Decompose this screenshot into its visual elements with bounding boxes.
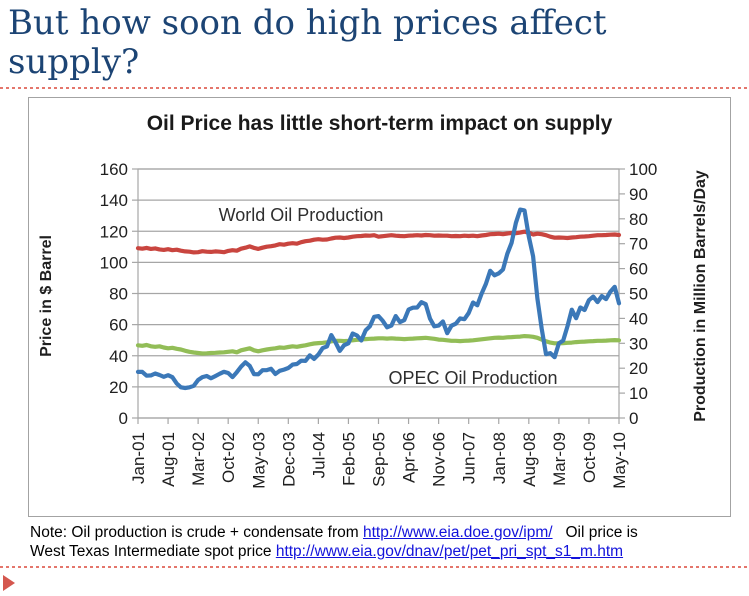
- x-tick-label: Apr-06: [400, 432, 419, 483]
- y-tick-label-left: 0: [119, 409, 128, 428]
- y-tick-label-left: 120: [100, 222, 128, 241]
- x-tick-label: Jul-04: [309, 432, 328, 478]
- y-tick-label-left: 80: [109, 285, 128, 304]
- x-tick-label: Feb-05: [339, 432, 358, 486]
- x-tick-label: Mar-09: [550, 432, 569, 486]
- x-tick-label: May-03: [249, 432, 268, 489]
- opec-oil-production-line: [135, 334, 622, 356]
- x-tick-label: Jan-08: [490, 432, 509, 484]
- x-tick-label: May-10: [610, 432, 629, 489]
- x-tick-label: Mar-02: [189, 432, 208, 486]
- x-tick-label: Oct-02: [219, 432, 238, 483]
- x-tick-label: Aug-01: [159, 432, 178, 487]
- y-tick-label-right: 0: [629, 409, 638, 428]
- x-tick-label: Jun-07: [460, 432, 479, 484]
- series-annotation: World Oil Production: [219, 205, 384, 225]
- y-tick-label-left: 160: [100, 160, 128, 179]
- y-tick-label-right: 100: [629, 160, 657, 179]
- y-tick-label-right: 60: [629, 260, 648, 279]
- y-tick-label-right: 90: [629, 185, 648, 204]
- x-tick-label: Oct-09: [580, 432, 599, 483]
- source-link-eia-spot[interactable]: http://www.eia.gov/dnav/pet/pet_pri_spt_…: [275, 543, 624, 560]
- oil-price-line: [135, 207, 622, 391]
- divider-top: [0, 87, 749, 89]
- y-tick-label-right: 10: [629, 384, 648, 403]
- x-tick-label: Jan-01: [129, 432, 148, 484]
- source-note: Note: Oil production is crude + condensa…: [30, 523, 736, 561]
- slide-advance-arrow-icon: [3, 575, 15, 591]
- note-text-1: Note: Oil production is crude + condensa…: [30, 524, 363, 541]
- y-tick-label-right: 30: [629, 334, 648, 353]
- x-tick-label: Sep-05: [370, 432, 389, 487]
- note-text-2: Oil price is: [552, 524, 638, 541]
- y-axis-title-right: Production in Million Barrels/Day: [692, 170, 709, 422]
- y-tick-label-left: 60: [109, 316, 128, 335]
- x-tick-label: Aug-08: [520, 432, 539, 487]
- y-tick-label-right: 70: [629, 235, 648, 254]
- x-axis: Jan-01 Aug-01 Mar-02 Oct-02 May-03 Dec-03 Jul-…: [129, 418, 629, 489]
- y-tick-label-right: 50: [629, 285, 648, 304]
- y-tick-label-right: 40: [629, 309, 648, 328]
- note-text-3: West Texas Intermediate spot price: [30, 543, 276, 560]
- y-axis-left: 160 140 120 100 80 60 40 20 0: [100, 160, 138, 428]
- chart-title: Oil Price has little short-term impact o…: [146, 112, 613, 135]
- page-title: But how soon do high prices affect suppl…: [8, 3, 607, 82]
- y-tick-label-right: 20: [629, 359, 648, 378]
- x-tick-label: Nov-06: [430, 432, 449, 487]
- series-annotation: OPEC Oil Production: [388, 368, 557, 388]
- chart-plot: 1601401201008060402001009080706050403020…: [38, 160, 709, 489]
- source-link-eia-ipm[interactable]: http://www.eia.doe.gov/ipm/: [363, 524, 553, 541]
- x-tick-label: Dec-03: [279, 432, 298, 487]
- chart-frame: Oil Price has little short-term impact o…: [28, 97, 731, 517]
- y-tick-label-left: 20: [109, 378, 128, 397]
- y-tick-label-left: 40: [109, 347, 128, 366]
- y-axis-title-left: Price in $ Barrel: [38, 235, 55, 357]
- y-tick-label-right: 80: [629, 210, 648, 229]
- y-tick-label-left: 140: [100, 191, 128, 210]
- world-oil-production-line: [135, 229, 622, 255]
- divider-bottom: [0, 566, 749, 568]
- y-tick-label-left: 100: [100, 253, 128, 272]
